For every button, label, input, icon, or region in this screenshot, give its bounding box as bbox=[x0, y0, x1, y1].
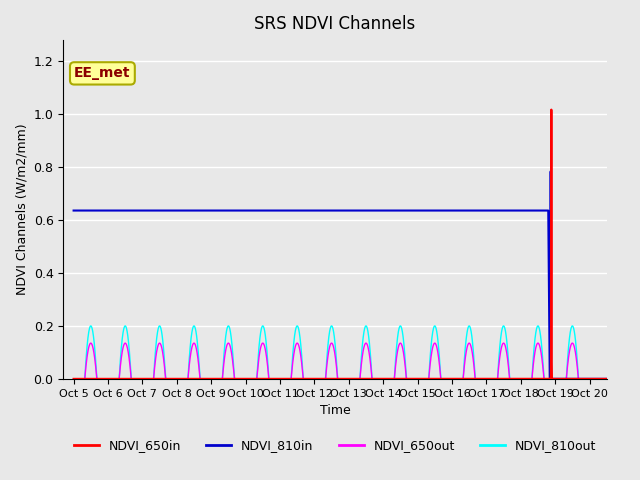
Title: SRS NDVI Channels: SRS NDVI Channels bbox=[254, 15, 415, 33]
X-axis label: Time: Time bbox=[319, 404, 350, 417]
Legend: NDVI_650in, NDVI_810in, NDVI_650out, NDVI_810out: NDVI_650in, NDVI_810in, NDVI_650out, NDV… bbox=[68, 434, 601, 457]
Y-axis label: NDVI Channels (W/m2/mm): NDVI Channels (W/m2/mm) bbox=[15, 124, 28, 295]
Text: EE_met: EE_met bbox=[74, 66, 131, 80]
